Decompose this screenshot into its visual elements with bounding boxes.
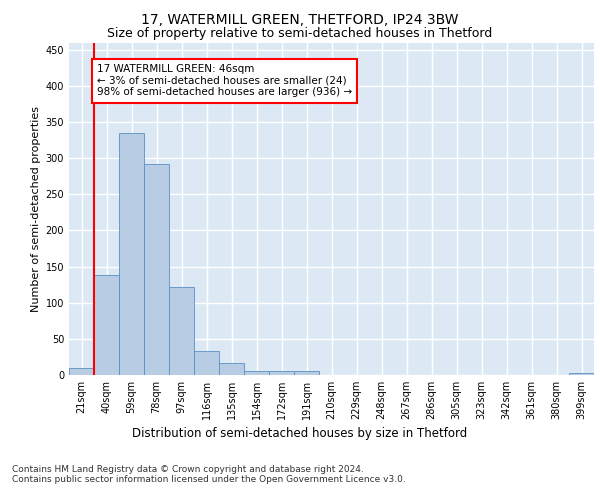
Bar [144, 164, 169, 375]
Bar [119, 133, 144, 375]
Bar [94, 275, 119, 375]
Text: Contains public sector information licensed under the Open Government Licence v3: Contains public sector information licen… [12, 475, 406, 484]
Y-axis label: Number of semi-detached properties: Number of semi-detached properties [31, 106, 41, 312]
Bar [269, 370, 294, 375]
Bar [244, 370, 269, 375]
Text: 17 WATERMILL GREEN: 46sqm
← 3% of semi-detached houses are smaller (24)
98% of s: 17 WATERMILL GREEN: 46sqm ← 3% of semi-d… [97, 64, 352, 98]
Text: Contains HM Land Registry data © Crown copyright and database right 2024.: Contains HM Land Registry data © Crown c… [12, 465, 364, 474]
Bar [294, 372, 319, 375]
Text: Distribution of semi-detached houses by size in Thetford: Distribution of semi-detached houses by … [133, 428, 467, 440]
Bar [194, 351, 219, 375]
Bar [569, 373, 594, 375]
Text: Size of property relative to semi-detached houses in Thetford: Size of property relative to semi-detach… [107, 28, 493, 40]
Bar [69, 368, 94, 375]
Text: 17, WATERMILL GREEN, THETFORD, IP24 3BW: 17, WATERMILL GREEN, THETFORD, IP24 3BW [141, 12, 459, 26]
Bar [169, 287, 194, 375]
Bar [219, 364, 244, 375]
